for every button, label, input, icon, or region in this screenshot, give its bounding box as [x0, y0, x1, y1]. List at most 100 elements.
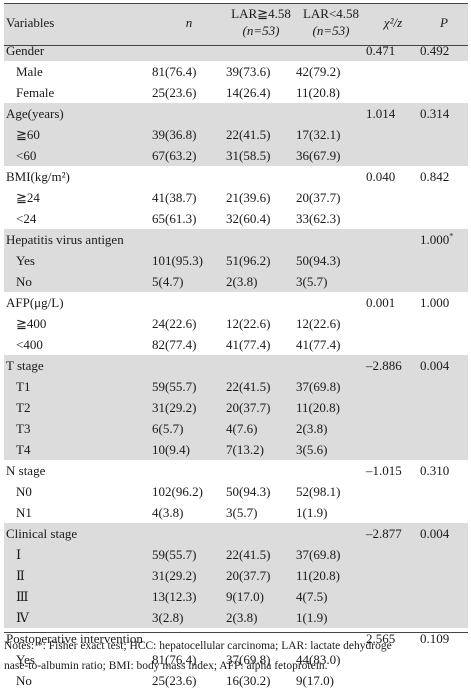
cell-statistic [366, 82, 420, 103]
cell-variable: Female [16, 85, 55, 100]
cell-lar-low [296, 229, 366, 250]
cell-statistic [366, 544, 420, 565]
header-lar-low-n: (n=53) [312, 23, 350, 38]
cell-p [420, 187, 468, 208]
cell-statistic [366, 376, 420, 397]
table-row: Yes 81(76.4) 37(69.8) 44(83.0) [4, 649, 468, 670]
cell-p [420, 250, 468, 271]
cell-n: 59(55.7) [152, 547, 197, 562]
cell-p [420, 586, 468, 607]
cell-p: 0.310 [420, 463, 450, 478]
cell-p [420, 334, 468, 355]
table-row: N0 102(96.2) 50(94.3) 52(98.1) [4, 481, 468, 502]
cell-p [420, 481, 468, 502]
cell-p [420, 565, 468, 586]
cell-variable: T4 [16, 442, 31, 457]
table-row: Male 81(76.4) 39(73.6) 42(79.2) [4, 61, 468, 82]
cell-lar-high [226, 229, 296, 250]
table-group-row: Postoperative intervention 2.565 0.109 [4, 628, 468, 649]
cell-statistic: 0.471 [366, 43, 396, 58]
table-header: Variables n LAR≧4.58 (n=53) LAR<4.58 (n=… [4, 4, 468, 40]
cell-p: 0.109 [420, 631, 450, 646]
cell-p [420, 376, 468, 397]
header-lar-high: LAR≧4.58 (n=53) [226, 4, 296, 40]
cell-variable: Yes [16, 253, 35, 268]
cell-lar-low: 44(83.0) [296, 652, 341, 667]
cell-lar-low: 3(5.6) [296, 442, 328, 457]
cell-p: 0.004 [420, 358, 450, 373]
cell-variable: Ⅱ [16, 568, 25, 583]
cell-lar-low [296, 103, 366, 124]
cell-n: 3(2.8) [152, 610, 184, 625]
cell-p: 1.000* [420, 229, 468, 250]
table-row: T4 10(9.4) 7(13.2) 3(5.6) [4, 439, 468, 460]
cell-lar-high: 50(94.3) [226, 484, 271, 499]
cell-statistic [366, 229, 420, 250]
cell-n: 82(77.4) [152, 337, 197, 352]
cell-statistic [366, 124, 420, 145]
table-row: ≧60 39(36.8) 22(41.5) 17(32.1) [4, 124, 468, 145]
cell-lar-low: 11(20.8) [296, 568, 340, 583]
cell-variable: Hepatitis virus antigen [6, 232, 124, 247]
cell-lar-low [296, 292, 366, 313]
cell-n: 39(36.8) [152, 127, 197, 142]
cell-lar-low: 3(5.7) [296, 274, 328, 289]
cell-variable: N1 [16, 505, 32, 520]
table-group-row: Clinical stage –2.877 0.004 [4, 523, 468, 544]
cell-variable: T3 [16, 421, 31, 436]
cell-n: 31(29.2) [152, 400, 197, 415]
cell-n: 13(12.3) [152, 589, 197, 604]
table-row: T2 31(29.2) 20(37.7) 11(20.8) [4, 397, 468, 418]
cell-variable: Gender [6, 43, 45, 58]
cell-n: 5(4.7) [152, 274, 184, 289]
cell-lar-high: 39(73.6) [226, 64, 271, 79]
table-row: T1 59(55.7) 22(41.5) 37(69.8) [4, 376, 468, 397]
cell-p [420, 124, 468, 145]
cell-lar-low: 2(3.8) [296, 421, 328, 436]
cell-statistic [366, 271, 420, 292]
cell-p [420, 544, 468, 565]
header-lar-high-n: (n=53) [242, 23, 280, 38]
table-row: Ⅰ 59(55.7) 22(41.5) 37(69.8) [4, 544, 468, 565]
cell-variable: N0 [16, 484, 32, 499]
header-lar-low: LAR<4.58 (n=53) [296, 4, 366, 40]
header-n: n [185, 14, 193, 30]
cell-variable: Age(years) [6, 106, 64, 121]
cell-lar-high: 7(13.2) [226, 442, 264, 457]
cell-lar-high: 12(22.6) [226, 316, 271, 331]
table-header-rule [4, 45, 468, 46]
cell-lar-low: 42(79.2) [296, 64, 341, 79]
cell-n [152, 229, 226, 250]
cell-statistic: –2.886 [366, 358, 402, 373]
cell-n: 102(96.2) [152, 484, 203, 499]
cell-n [152, 40, 226, 61]
table-row: T3 6(5.7) 4(7.6) 2(3.8) [4, 418, 468, 439]
table-group-row: N stage –1.015 0.310 [4, 460, 468, 481]
cell-lar-high [226, 460, 296, 481]
cell-variable: <400 [16, 337, 43, 352]
cell-statistic [366, 586, 420, 607]
table-group-row: BMI(kg/m²) 0.040 0.842 [4, 166, 468, 187]
cell-lar-high [226, 355, 296, 376]
cell-lar-high: 14(26.4) [226, 85, 271, 100]
cell-variable: Ⅰ [16, 547, 22, 562]
table-group-row: AFP(μg/L) 0.001 1.000 [4, 292, 468, 313]
cell-lar-low: 52(98.1) [296, 484, 341, 499]
cell-statistic [366, 250, 420, 271]
table-row: Ⅲ 13(12.3) 9(17.0) 4(7.5) [4, 586, 468, 607]
cell-lar-low: 12(22.6) [296, 316, 341, 331]
notes-line-2: nase-to-albumin ratio; BMI: body mass in… [4, 660, 328, 672]
table-group-row: Gender 0.471 0.492 [4, 40, 468, 61]
table-row: Ⅳ 3(2.8) 2(3.8) 1(1.9) [4, 607, 468, 628]
table-body: Gender 0.471 0.492 Male 81(76.4) 39(73.6) 42(7… [4, 40, 468, 691]
cell-lar-low: 20(37.7) [296, 190, 341, 205]
table-top-rule [4, 3, 468, 4]
cell-statistic [366, 334, 420, 355]
cell-n: 24(22.6) [152, 316, 197, 331]
cell-lar-low [296, 460, 366, 481]
cell-p: 0.842 [420, 169, 450, 184]
cell-p: 1.000 [420, 295, 450, 310]
cell-lar-low: 37(69.8) [296, 547, 341, 562]
cell-variable: Postoperative intervention [6, 631, 143, 646]
